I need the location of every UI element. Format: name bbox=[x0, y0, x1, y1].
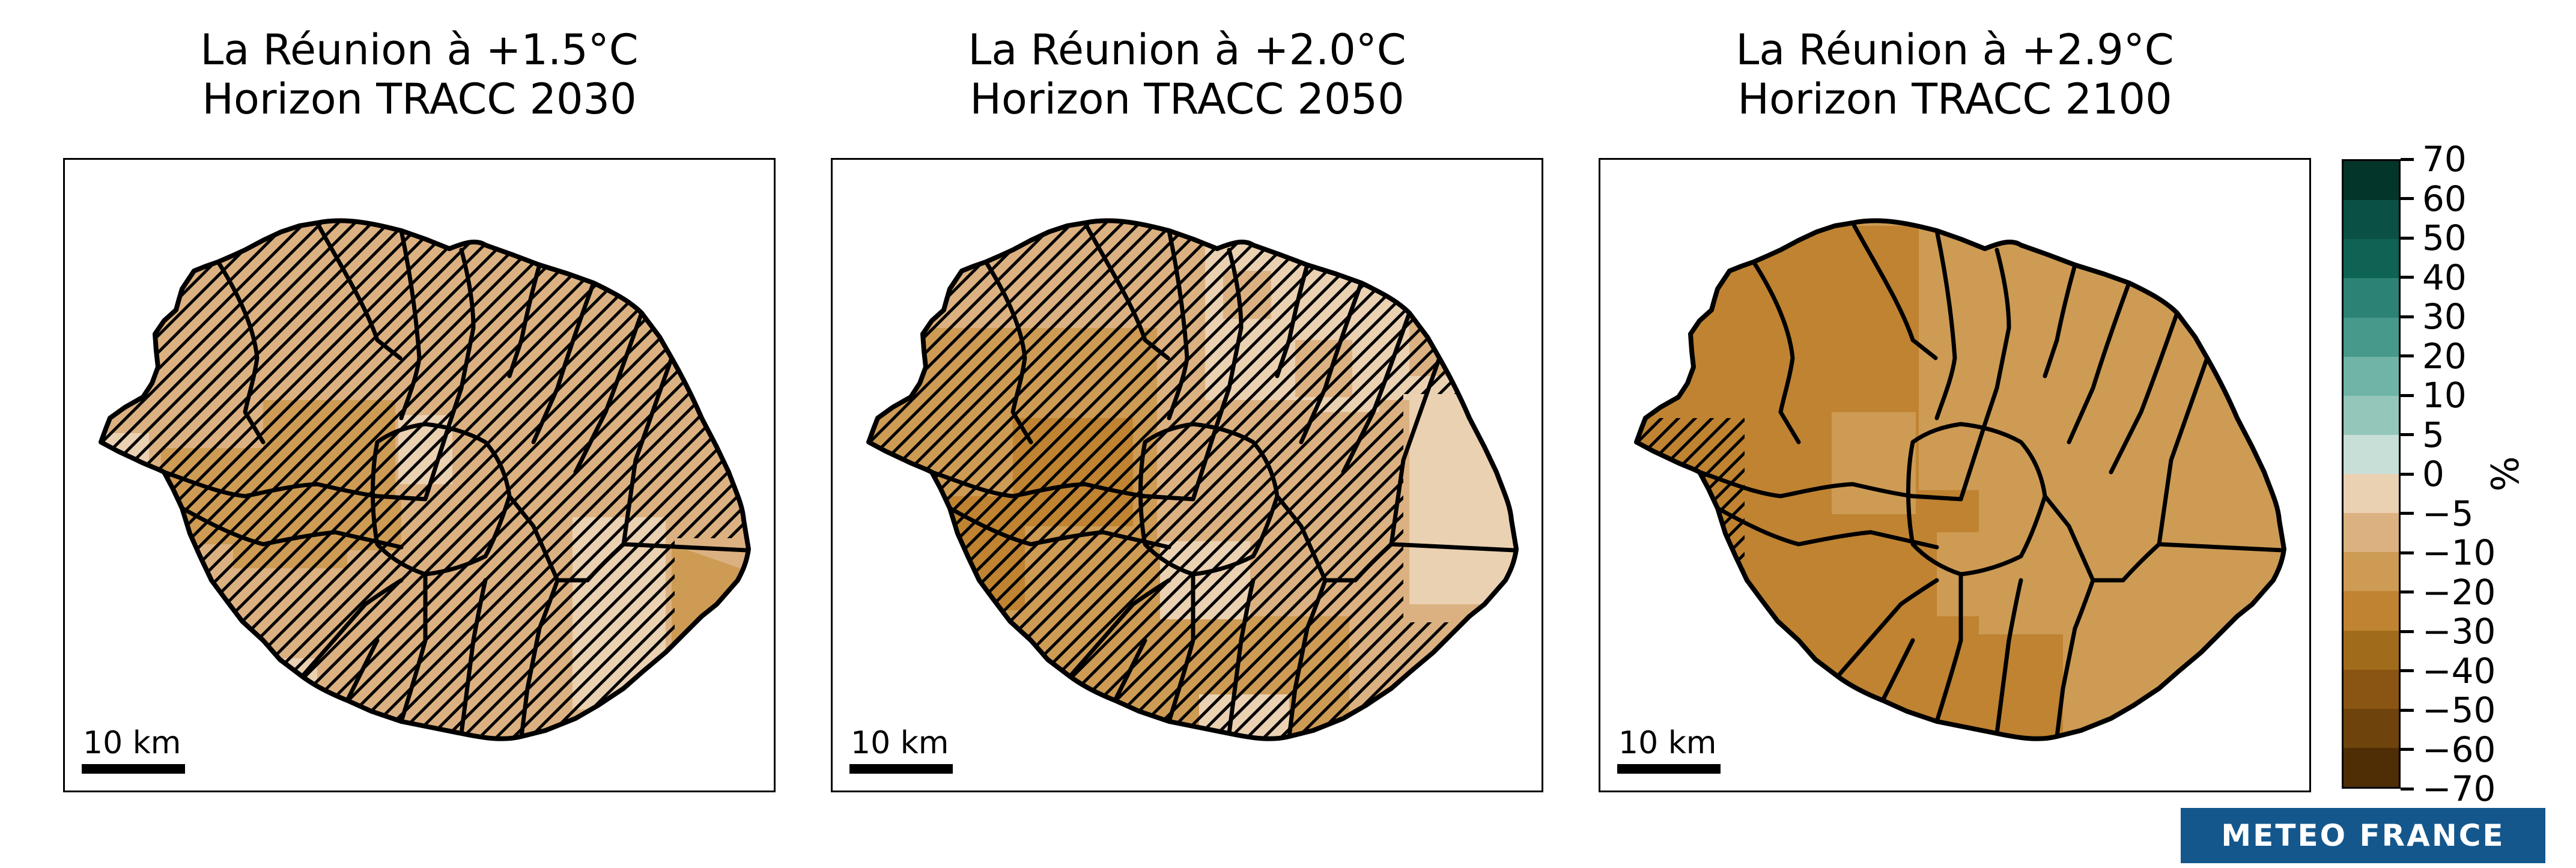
colorbar: 70 60 50 40 30 20 10 5 0 −5 −10 −20 −30 −40 −50 −60 −70 bbox=[2342, 139, 2496, 809]
colorbar-tick: 60 bbox=[2401, 178, 2467, 219]
colorbar-tick: −10 bbox=[2401, 532, 2496, 573]
meteo-france-logo: METEO FRANCE bbox=[2181, 808, 2545, 863]
colorbar-segment bbox=[2344, 317, 2399, 357]
tick-mark bbox=[2401, 472, 2414, 476]
tick-label: 5 bbox=[2422, 414, 2444, 455]
colorbar-tick: −60 bbox=[2401, 729, 2496, 770]
colorbar-segments bbox=[2342, 159, 2401, 789]
tick-mark bbox=[2401, 512, 2414, 515]
tick-mark bbox=[2401, 630, 2414, 633]
colorbar-tick: −30 bbox=[2401, 611, 2496, 652]
tick-mark bbox=[2401, 748, 2414, 751]
colorbar-segment bbox=[2344, 356, 2399, 396]
colorbar-segment bbox=[2344, 434, 2399, 474]
colorbar-segment bbox=[2344, 747, 2399, 787]
tick-mark bbox=[2401, 315, 2414, 318]
map-svg-1: 10 km bbox=[82, 160, 774, 774]
scale-bar-rule bbox=[1617, 764, 1721, 774]
scale-bar-label: 10 km bbox=[851, 725, 949, 761]
colorbar-segment bbox=[2344, 239, 2399, 279]
tick-mark bbox=[2401, 551, 2414, 554]
colorbar-tick: 0 bbox=[2401, 454, 2444, 494]
colorbar-tick: −20 bbox=[2401, 572, 2496, 613]
tick-label: 60 bbox=[2422, 178, 2467, 219]
tick-mark bbox=[2401, 787, 2414, 791]
tick-label: 70 bbox=[2422, 139, 2467, 180]
meteo-france-logo-text: METEO FRANCE bbox=[2221, 818, 2505, 853]
colorbar-unit-label: % bbox=[2482, 456, 2526, 492]
tick-mark bbox=[2401, 276, 2414, 279]
tick-label: −20 bbox=[2422, 571, 2496, 613]
map-svg-2: 10 km bbox=[849, 160, 1542, 774]
colorbar-tick: 30 bbox=[2401, 296, 2467, 337]
scale-bar-rule bbox=[82, 764, 185, 774]
colorbar-segment bbox=[2344, 708, 2399, 748]
panel1-title-line2: Horizon TRACC 2030 bbox=[202, 74, 637, 124]
tick-label: −60 bbox=[2422, 729, 2496, 770]
colorbar-tick: 50 bbox=[2401, 217, 2467, 258]
panel2-title-line1: La Réunion à +2.0°C bbox=[968, 25, 1406, 74]
tick-label: 50 bbox=[2422, 217, 2467, 258]
tick-label: −50 bbox=[2422, 690, 2496, 730]
colorbar-tick: 10 bbox=[2401, 375, 2467, 416]
panel2-title: La Réunion à +2.0°C Horizon TRACC 2050 bbox=[831, 25, 1543, 124]
tick-mark bbox=[2401, 354, 2414, 357]
map-panel-1: 10 km bbox=[63, 158, 776, 792]
tick-label: −5 bbox=[2422, 493, 2474, 534]
colorbar-tick: −40 bbox=[2401, 651, 2496, 691]
panel1-title: La Réunion à +1.5°C Horizon TRACC 2030 bbox=[63, 25, 776, 124]
panel3-title-line2: Horizon TRACC 2100 bbox=[1737, 74, 2172, 124]
colorbar-segment bbox=[2344, 630, 2399, 670]
panel1-title-line1: La Réunion à +1.5°C bbox=[200, 25, 639, 74]
tick-label: 20 bbox=[2422, 335, 2467, 377]
tick-label: −10 bbox=[2422, 532, 2496, 573]
scale-bar-rule bbox=[849, 764, 953, 774]
tick-mark bbox=[2401, 669, 2414, 672]
map-svg-3: 10 km bbox=[1617, 160, 2309, 774]
colorbar-tick: 5 bbox=[2401, 414, 2444, 455]
colorbar-tick: 20 bbox=[2401, 336, 2467, 377]
colorbar-segment bbox=[2344, 395, 2399, 435]
tick-label: −30 bbox=[2422, 611, 2496, 652]
map-panel-2: 10 km bbox=[831, 158, 1543, 792]
colorbar-segment bbox=[2344, 278, 2399, 318]
tick-label: −40 bbox=[2422, 650, 2496, 691]
scale-bar: 10 km bbox=[82, 725, 185, 774]
tick-label: 0 bbox=[2422, 454, 2444, 494]
colorbar-segment bbox=[2344, 552, 2399, 592]
colorbar-segment bbox=[2344, 161, 2399, 201]
tick-mark bbox=[2401, 708, 2414, 712]
tick-label: −70 bbox=[2422, 768, 2496, 809]
colorbar-segment bbox=[2344, 591, 2399, 631]
tick-label: 30 bbox=[2422, 296, 2467, 337]
scale-bar: 10 km bbox=[1617, 725, 1721, 774]
colorbar-segment bbox=[2344, 669, 2399, 709]
colorbar-ticks: 70 60 50 40 30 20 10 5 0 −5 −10 −20 −30 −40 −50 −60 −70 bbox=[2401, 139, 2576, 809]
map-panel-3: 10 km bbox=[1599, 158, 2311, 792]
colorbar-tick: −5 bbox=[2401, 493, 2474, 534]
scale-bar-label: 10 km bbox=[83, 725, 181, 761]
tick-mark bbox=[2401, 393, 2414, 397]
panel2-title-line2: Horizon TRACC 2050 bbox=[970, 74, 1405, 124]
tick-mark bbox=[2401, 197, 2414, 200]
scale-bar: 10 km bbox=[849, 725, 953, 774]
tick-mark bbox=[2401, 433, 2414, 436]
tick-mark bbox=[2401, 157, 2414, 161]
panel3-title-line1: La Réunion à +2.9°C bbox=[1736, 25, 2174, 74]
tick-mark bbox=[2401, 590, 2414, 593]
colorbar-segment bbox=[2344, 474, 2399, 514]
colorbar-tick: −50 bbox=[2401, 690, 2496, 730]
tick-label: 40 bbox=[2422, 256, 2467, 298]
colorbar-segment bbox=[2344, 513, 2399, 553]
colorbar-tick: 40 bbox=[2401, 257, 2467, 298]
panel3-title: La Réunion à +2.9°C Horizon TRACC 2100 bbox=[1599, 25, 2311, 124]
colorbar-segment bbox=[2344, 200, 2399, 240]
colorbar-tick: −70 bbox=[2401, 768, 2496, 809]
tick-label: 10 bbox=[2422, 375, 2467, 416]
colorbar-tick: 70 bbox=[2401, 139, 2467, 180]
tick-mark bbox=[2401, 236, 2414, 240]
scale-bar-label: 10 km bbox=[1618, 725, 1716, 761]
